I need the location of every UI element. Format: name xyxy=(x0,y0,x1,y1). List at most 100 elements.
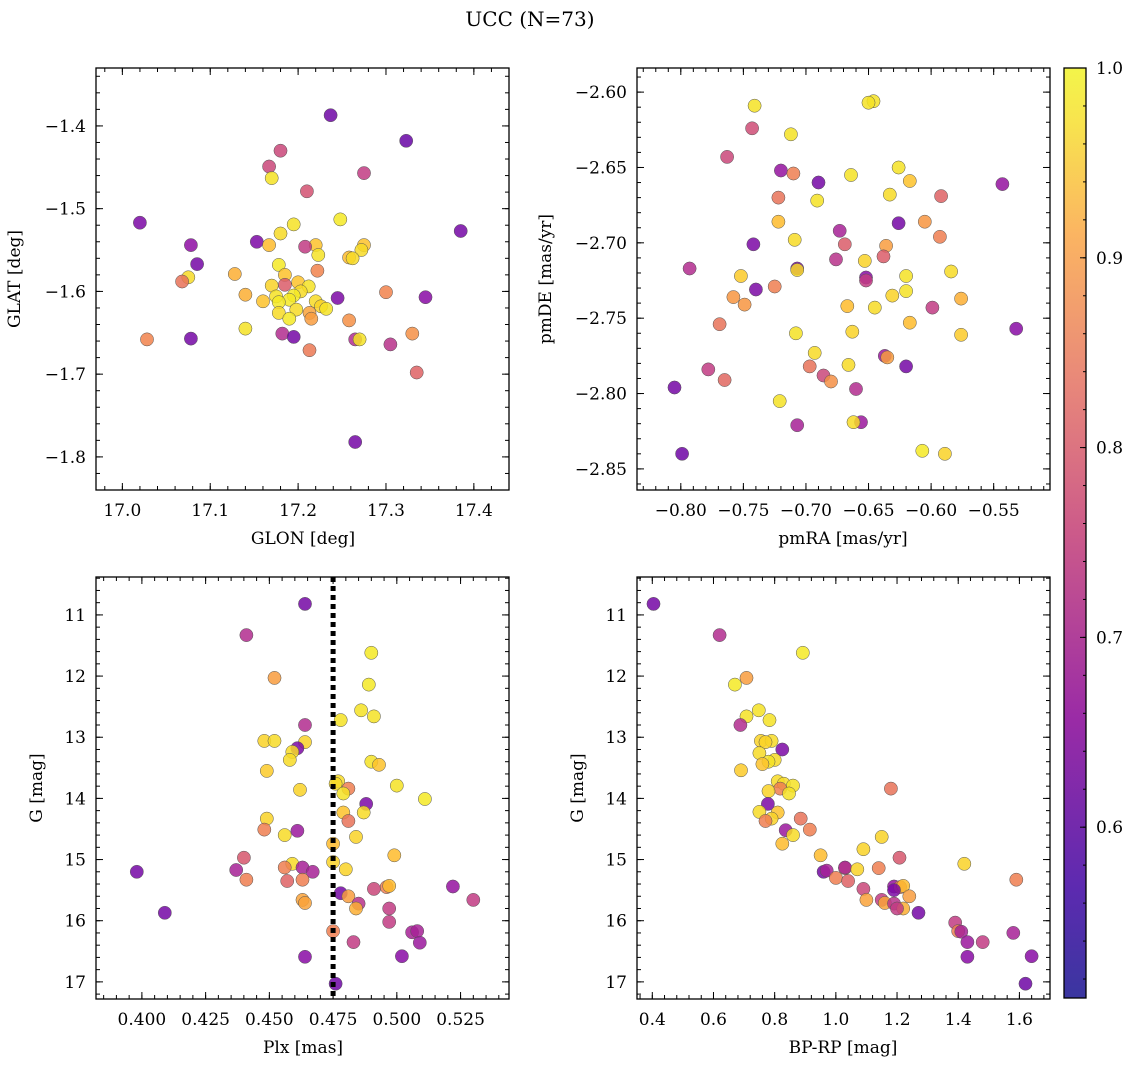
x-tick-label: −0.55 xyxy=(968,501,1020,521)
x-tick-label: 1.4 xyxy=(945,1010,972,1030)
scatter-point xyxy=(354,703,368,718)
scatter-point xyxy=(771,190,786,205)
scatter-point xyxy=(793,811,808,826)
scatter-point xyxy=(960,935,975,949)
scatter-point xyxy=(774,163,788,178)
panels-group: 17.0 17.1 17.2 17.3 17.4 −1.4 −1.5 −1.6 −1.7 −1.8… xyxy=(5,67,1051,1058)
scatter-point xyxy=(286,217,301,232)
scatter-point xyxy=(345,251,360,266)
scatter-point xyxy=(892,850,907,865)
scatter-point xyxy=(190,257,204,271)
scatter-point xyxy=(356,805,371,820)
scatter-point xyxy=(302,343,317,358)
scatter-point xyxy=(891,160,906,175)
scatter-point xyxy=(960,949,975,964)
scatter-point xyxy=(775,836,790,851)
scatter-point xyxy=(1009,321,1024,336)
scatter-point xyxy=(277,828,292,842)
scatter-point xyxy=(837,237,852,252)
scatter-point xyxy=(157,905,172,920)
x-tick-label: 17.2 xyxy=(279,501,317,521)
x-tick-label: 0.425 xyxy=(181,1010,230,1030)
scatter-point xyxy=(298,239,312,254)
scatter-point xyxy=(675,446,689,461)
x-tick-label: 0.500 xyxy=(372,1010,421,1030)
scatter-point xyxy=(813,848,828,863)
scatter-point xyxy=(841,358,856,372)
scatter-point xyxy=(712,628,727,642)
scatter-point xyxy=(807,346,822,360)
scatter-point xyxy=(257,822,272,837)
scatter-point xyxy=(237,850,251,865)
colorbar-gradient xyxy=(1063,67,1087,999)
scatter-point xyxy=(876,249,891,264)
scatter-point xyxy=(915,443,930,458)
scatter-point xyxy=(874,830,889,844)
scatter-point xyxy=(846,415,861,430)
scatter-point xyxy=(418,290,433,305)
scatter-point xyxy=(734,763,748,778)
scatter-points xyxy=(133,108,468,449)
scatter-point xyxy=(298,896,312,910)
x-axis-label: BP-RP [mag] xyxy=(789,1038,898,1058)
scatter-point xyxy=(399,133,414,148)
scatter-point xyxy=(333,212,348,227)
scatter-point xyxy=(379,285,393,300)
panel-bprp-g: 0.4 0.6 0.8 1.0 1.2 1.4 1.6 11 12 13 14 15 16 17 BP-RP… xyxy=(568,576,1051,1058)
scatter-point xyxy=(787,232,802,247)
scatter-point xyxy=(682,261,697,276)
scatter-point xyxy=(410,924,425,938)
scatter-point xyxy=(790,418,805,433)
scatter-point xyxy=(802,822,817,837)
scatter-point xyxy=(891,216,906,231)
scatter-point xyxy=(667,380,682,395)
x-tick-label: 1.6 xyxy=(1006,1010,1033,1030)
scatter-points xyxy=(646,597,1039,991)
scatter-point xyxy=(739,671,754,685)
scatter-point xyxy=(902,315,917,330)
scatter-point xyxy=(367,882,381,896)
scatter-point xyxy=(733,718,748,732)
scatter-point xyxy=(273,143,288,158)
scatter-point xyxy=(720,150,734,164)
scatter-point xyxy=(1018,976,1033,991)
scatter-point xyxy=(280,874,295,888)
panel-glon-glat: 17.0 17.1 17.2 17.3 17.4 −1.4 −1.5 −1.6 −1.7 −1.8… xyxy=(5,67,510,549)
axes-frame xyxy=(636,576,1051,1000)
y-axis-label: pmDE [mas/yr] xyxy=(536,214,556,344)
scatter-point xyxy=(227,267,242,281)
colorbar-tick-label: 0.6 xyxy=(1096,818,1123,838)
scatter-point xyxy=(409,365,424,380)
y-tick-label: −1.8 xyxy=(45,448,86,468)
y-tick-label: 15 xyxy=(605,851,627,871)
x-tick-label: 0.8 xyxy=(761,1010,788,1030)
x-tick-label: 0.6 xyxy=(700,1010,727,1030)
scatter-points xyxy=(129,597,481,991)
scatter-point xyxy=(338,862,353,877)
scatter-point xyxy=(767,279,782,294)
scatter-point xyxy=(832,223,847,238)
scatter-point xyxy=(761,784,776,798)
scatter-point xyxy=(1024,949,1039,964)
scatter-point xyxy=(934,189,948,203)
x-tick-label: 0.525 xyxy=(436,1010,485,1030)
x-tick-label: −0.60 xyxy=(905,501,957,521)
scatter-point xyxy=(333,713,348,727)
scatter-point xyxy=(882,187,897,202)
scatter-point xyxy=(933,229,947,244)
scatter-point xyxy=(341,814,356,828)
y-tick-label: 15 xyxy=(64,851,86,871)
scatter-point xyxy=(354,243,369,257)
axes-frame xyxy=(95,576,510,1000)
scatter-point xyxy=(880,350,895,365)
scatter-point xyxy=(298,949,312,964)
scatter-point xyxy=(239,872,254,887)
y-tick-label: 12 xyxy=(605,667,627,687)
scatter-point xyxy=(278,277,292,292)
y-tick-label: 16 xyxy=(64,912,86,932)
x-tick-label: 0.450 xyxy=(245,1010,294,1030)
scatter-point xyxy=(129,864,144,879)
scatter-point xyxy=(957,856,972,871)
x-tick-label: 17.4 xyxy=(455,501,493,521)
colorbar: 0.6 0.7 0.8 0.9 1.0 xyxy=(1063,59,1123,999)
